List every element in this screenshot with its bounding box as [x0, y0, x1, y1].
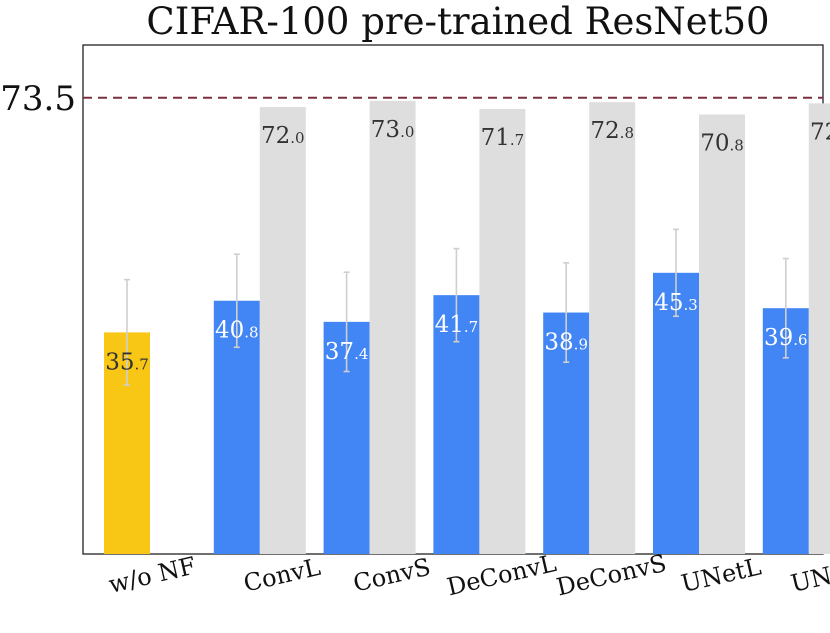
value-label-gray: 73.0 — [371, 117, 415, 143]
category-label: UNetL — [679, 552, 764, 598]
value-label: 45.3 — [654, 290, 698, 316]
category-label: DeConvL — [444, 549, 559, 601]
value-label-gray: 72.8 — [590, 118, 634, 144]
bar-gray-ConvL — [259, 107, 306, 554]
value-label-gray: 72.0 — [261, 123, 305, 149]
category-label: DeConvS — [554, 549, 669, 601]
bar-gray-DeConvL — [479, 108, 526, 554]
bar-gray-UNetS — [808, 103, 830, 554]
value-label: 41.7 — [435, 312, 479, 338]
bar-gray-DeConvS — [589, 102, 636, 555]
value-label-gray: 71.7 — [481, 125, 525, 151]
category-label: ConvL — [241, 553, 323, 598]
value-label: 38.9 — [544, 330, 588, 356]
value-label: 39.6 — [764, 325, 808, 351]
value-label: 40.8 — [215, 318, 259, 344]
category-label: w/o NF — [106, 552, 198, 599]
value-label-gray: 70.8 — [700, 131, 744, 157]
bars-group: 35.7 40.8 72.0 37.4 73.0 41.7 71.7 38.9 72.8 45.3… — [104, 100, 830, 555]
category-label: UNetS — [788, 552, 830, 598]
value-label-gray: 72.6 — [810, 119, 830, 145]
bar-gray-UNetL — [699, 114, 745, 555]
bar-gray-ConvS — [369, 100, 416, 555]
reference-line-label: 73.5 — [0, 79, 76, 119]
value-label: 37.4 — [325, 339, 369, 365]
chart-title: CIFAR-100 pre-trained ResNet50 — [146, 0, 769, 43]
value-label: 35.7 — [105, 349, 149, 375]
category-label: ConvS — [351, 553, 434, 598]
bar-UNetL — [653, 272, 699, 554]
